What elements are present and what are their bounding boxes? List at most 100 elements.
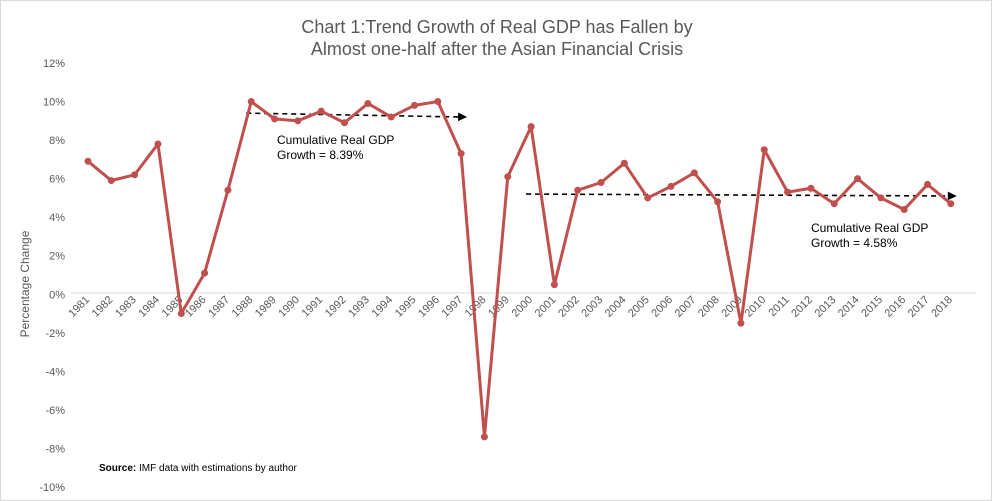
data-point: [294, 117, 302, 125]
x-tick-label: 2003: [579, 294, 605, 320]
data-point: [271, 115, 279, 123]
chart-title-line-1: Chart 1:Trend Growth of Real GDP has Fal…: [301, 17, 693, 37]
x-tick-label: 1996: [416, 294, 442, 320]
data-point: [854, 175, 862, 183]
data-point: [900, 205, 908, 213]
data-point: [947, 200, 955, 208]
y-tick-label: -6%: [45, 405, 65, 417]
x-tick-label: 1984: [136, 294, 162, 320]
y-tick-label: -4%: [45, 366, 65, 378]
data-point: [434, 98, 442, 106]
x-tick-label: 1994: [370, 294, 396, 320]
y-tick-labels: -10% -8% -6% -4% -2% 0% 2% 4% 6% 8% 10% 12%: [39, 58, 65, 494]
source-label: Source:: [99, 463, 136, 474]
x-tick-label: 2018: [929, 294, 955, 320]
x-tick-label: 1987: [206, 294, 232, 320]
source-note: Source: IMF data with estimations by aut…: [99, 463, 298, 474]
data-point: [644, 194, 652, 202]
x-tick-label: 1990: [276, 294, 302, 320]
x-tick-label: 2001: [533, 294, 559, 320]
data-point: [877, 194, 885, 202]
data-point: [341, 119, 349, 127]
x-tick-label: 2011: [767, 294, 792, 319]
trend-arrowhead: [947, 191, 957, 201]
x-tick-label: 1995: [393, 294, 419, 320]
data-point: [784, 188, 792, 196]
source-text: IMF data with estimations by author: [136, 463, 297, 474]
x-tick-label: 1993: [346, 294, 372, 320]
annotation-line-2: Growth = 8.39%: [277, 148, 364, 162]
trend-line: [526, 193, 949, 197]
data-point: [201, 269, 209, 277]
data-point: [597, 178, 605, 186]
data-point: [317, 107, 325, 115]
x-tick-label: 1997: [439, 294, 465, 320]
y-tick-label: 6%: [49, 174, 65, 186]
y-tick-label: 10%: [43, 97, 65, 109]
data-point: [714, 198, 722, 206]
data-point: [737, 319, 745, 327]
series-layer: [84, 98, 955, 441]
data-point: [924, 180, 932, 188]
x-tick-label: 2016: [883, 294, 909, 320]
data-point: [760, 146, 768, 154]
data-point: [107, 177, 115, 185]
data-point: [480, 433, 488, 441]
x-tick-label: 2010: [743, 294, 769, 320]
x-tick-label: 2005: [626, 294, 652, 320]
y-tick-label: 12%: [43, 58, 65, 70]
x-tick-label: 2007: [673, 294, 699, 320]
x-tick-label: 2008: [696, 294, 722, 320]
data-point: [154, 140, 162, 148]
data-point: [504, 173, 512, 181]
y-tick-label: 0%: [49, 289, 65, 301]
x-tick-label: 2002: [556, 294, 582, 320]
x-tick-label: 1991: [300, 294, 326, 320]
x-tick-label: 1981: [66, 294, 92, 320]
y-tick-label: 8%: [49, 135, 65, 147]
x-tick-label: 2004: [603, 294, 629, 320]
y-axis-title: Percentage Change: [18, 230, 32, 337]
trend-arrowhead: [458, 112, 468, 122]
data-point: [830, 200, 838, 208]
y-tick-label: 4%: [49, 212, 65, 224]
x-tick-label: 1982: [90, 294, 116, 320]
x-tick-label: 1989: [253, 294, 279, 320]
data-point: [224, 186, 232, 194]
data-point: [387, 113, 395, 121]
data-point: [527, 123, 535, 131]
data-point: [550, 281, 558, 289]
x-tick-label: 2012: [789, 294, 815, 320]
x-tick-label: 2013: [813, 294, 839, 320]
x-tick-label: 1983: [113, 294, 139, 320]
data-point: [690, 169, 698, 177]
x-tick-label: 1999: [486, 294, 512, 320]
data-point: [574, 186, 582, 194]
data-point: [84, 157, 92, 165]
data-point: [364, 99, 372, 107]
x-tick-label: 2000: [509, 294, 535, 320]
annotation-line-1: Cumulative Real GDP: [277, 133, 394, 147]
data-point: [247, 98, 255, 106]
annotation-line-1: Cumulative Real GDP: [811, 221, 928, 235]
data-point: [620, 159, 628, 167]
x-tick-label: 2015: [859, 294, 885, 320]
data-point: [807, 184, 815, 192]
x-tick-label: 2006: [649, 294, 675, 320]
y-tick-label: -8%: [45, 443, 65, 455]
data-point: [410, 101, 418, 109]
x-tick-labels: 1981198219831984198519861987198819891990…: [66, 294, 955, 320]
y-tick-label: -10%: [39, 482, 65, 494]
x-tick-label: 1988: [230, 294, 256, 320]
series-line: [87, 100, 952, 439]
data-point: [177, 310, 185, 318]
y-tick-label: 2%: [49, 251, 65, 263]
y-tick-label: -2%: [45, 328, 65, 340]
annotation-line-2: Growth = 4.58%: [811, 236, 898, 250]
x-tick-label: 2014: [836, 294, 862, 320]
data-point: [667, 182, 675, 190]
x-tick-label: 1992: [323, 294, 349, 320]
